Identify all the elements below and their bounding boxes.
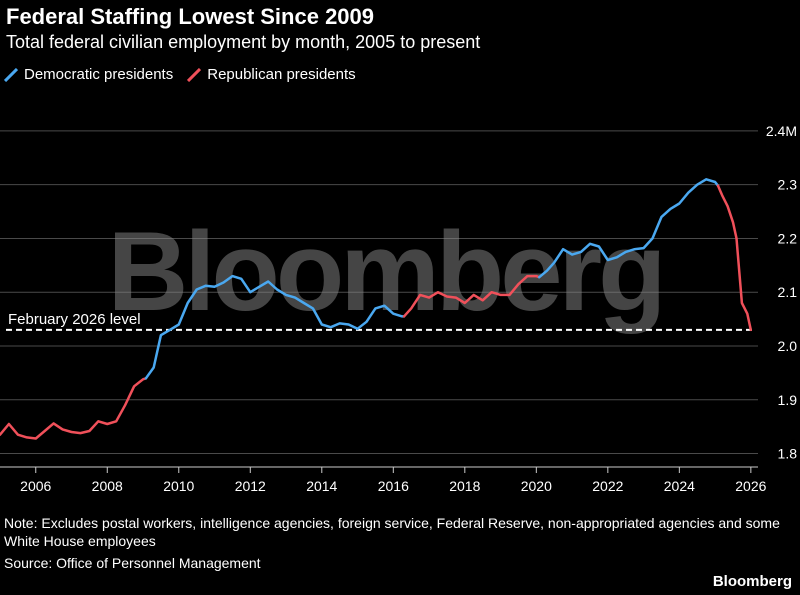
x-tick-label: 2006 xyxy=(20,478,51,494)
series-line-democratic-3 xyxy=(537,178,720,279)
x-tick-label: 2010 xyxy=(163,478,194,494)
x-tick-label: 2014 xyxy=(306,478,337,494)
x-tick-label: 2026 xyxy=(735,478,766,494)
x-tick-label: 2024 xyxy=(664,478,695,494)
x-tick-label: 2016 xyxy=(378,478,409,494)
x-axis: 2006 2008 2010 2012 2014 2016 2018 2020 2022 2024… xyxy=(0,466,767,494)
legend-swatch-republican xyxy=(187,67,202,82)
series-line-democratic-1 xyxy=(144,274,406,380)
x-tick-label: 2018 xyxy=(449,478,480,494)
chart-subtitle: Total federal civilian employment by mon… xyxy=(6,32,481,52)
legend: Democratic presidents Republican preside… xyxy=(4,66,356,83)
series-line-republican-0 xyxy=(0,377,148,440)
x-tick-label: 2012 xyxy=(235,478,266,494)
legend-label-republican: Republican presidents xyxy=(207,66,356,83)
series-layer xyxy=(0,178,753,440)
watermark-logo: Bloomberg xyxy=(107,209,662,334)
legend-item-republican: Republican presidents xyxy=(187,66,356,83)
x-tick-label: 2022 xyxy=(592,478,623,494)
grid-layer: 1.8 1.9 2.0 2.1 2.2 2.3 2.4M xyxy=(0,123,797,462)
legend-label-democratic: Democratic presidents xyxy=(24,66,174,83)
y-tick-label: 2.0 xyxy=(778,338,798,354)
y-tick-label: 1.8 xyxy=(778,446,798,462)
y-tick-label: 2.1 xyxy=(778,284,798,300)
series-line-republican-4 xyxy=(716,184,753,332)
chart-title: Federal Staffing Lowest Since 2009 xyxy=(6,4,375,29)
y-tick-label: 2.2 xyxy=(778,230,798,246)
legend-swatch-democratic xyxy=(4,67,18,82)
reference-line-label: February 2026 level xyxy=(8,311,141,328)
chart-plot: 1.8 1.9 2.0 2.1 2.2 2.3 2.4M Bloomberg Februar… xyxy=(0,123,797,494)
y-tick-label: 2.3 xyxy=(778,177,798,193)
brand-logo: Bloomberg xyxy=(712,573,792,590)
reference-layer: February 2026 level xyxy=(6,311,752,331)
y-tick-label: 1.9 xyxy=(778,392,798,408)
x-tick-label: 2008 xyxy=(92,478,123,494)
footnote: Note: Excludes postal workers, intellige… xyxy=(4,515,780,549)
source-line: Source: Office of Personnel Management xyxy=(4,555,261,571)
y-tick-label: 2.4M xyxy=(766,123,797,139)
series-line-republican-2 xyxy=(402,274,541,318)
legend-item-democratic: Democratic presidents xyxy=(4,66,173,83)
x-tick-label: 2020 xyxy=(521,478,552,494)
